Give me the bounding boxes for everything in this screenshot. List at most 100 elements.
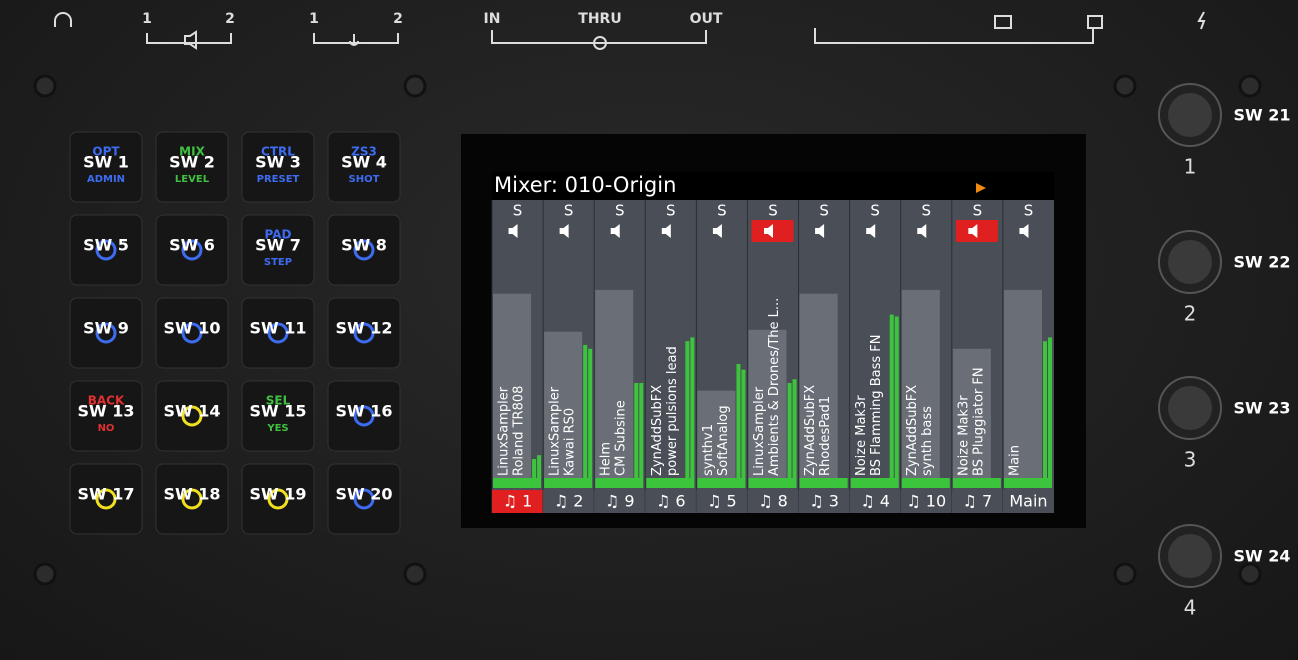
switch-label: SW 17 [77,485,134,504]
button[interactable] [69,131,143,203]
balance-bar [544,478,593,488]
channel-tab[interactable] [747,490,799,513]
button[interactable] [241,380,315,452]
button[interactable] [327,380,401,452]
channel-label: Main [1009,492,1047,511]
button[interactable] [241,214,315,286]
switch-label: SW 9 [83,319,129,338]
solo-button[interactable]: S [564,202,574,220]
level-meter [690,337,695,478]
button[interactable] [155,214,229,286]
button[interactable] [327,297,401,369]
channel-tab[interactable] [1002,490,1054,513]
engine-name: ZynAddSubFX [905,385,920,476]
button-icon [95,322,117,344]
channel-tab[interactable] [645,490,697,513]
button[interactable] [327,214,401,286]
engine-name: synthv1 [701,424,716,476]
button[interactable] [327,463,401,535]
button[interactable] [155,131,229,203]
channel-tab[interactable] [543,490,595,513]
fader [595,289,634,478]
solo-button[interactable]: S [615,202,625,220]
button-icon [181,405,203,427]
button-legend: BACK [88,394,125,408]
switch-label: SW 22 [1233,253,1290,272]
solo-button[interactable]: S [768,202,778,220]
button[interactable] [69,214,143,286]
solo-button[interactable]: S [973,202,983,220]
engine-name: Helm [599,442,614,476]
channel-tab[interactable] [849,490,901,513]
screws [33,74,1262,586]
button-icon [267,322,289,344]
balance-bar [850,478,899,488]
knob-number: 2 [1184,302,1197,326]
solo-button[interactable]: S [922,202,932,220]
engine-name: Noize Mak3r [854,395,869,476]
channel-label: ♫ 6 [656,492,686,511]
button-legend: OPT [92,145,120,159]
level-meter [741,369,746,478]
title-bar [492,172,1054,200]
speaker-icon [764,224,773,238]
button-legend: PAD [265,228,292,242]
button[interactable] [241,463,315,535]
solo-button[interactable]: S [819,202,829,220]
channel-tab[interactable] [798,490,850,513]
preset-name: CM Subsine [614,400,629,476]
channel-tab[interactable] [696,490,748,513]
button[interactable] [69,463,143,535]
button-icon [353,239,375,261]
switch-label: SW 16 [335,402,392,421]
solo-button[interactable]: S [717,202,727,220]
button[interactable] [327,131,401,203]
switch-label: SW 13 [77,402,134,421]
channel-label: ♫ 3 [809,492,839,511]
switch-label: SW 24 [1233,547,1290,566]
solo-button[interactable]: S [513,202,523,220]
fader [697,390,736,478]
solo-button[interactable]: S [666,202,676,220]
button[interactable] [241,297,315,369]
channel-label: ♫ 10 [906,492,946,511]
preset-name: power pulsions lead [665,346,680,476]
level-meter [1048,337,1052,478]
level-meter [787,383,792,478]
play-icon [976,183,986,193]
solo-button[interactable]: S [870,202,880,220]
preset-name: SoftAnalog [716,405,731,476]
channel-label: ♫ 2 [554,492,584,511]
button[interactable] [69,380,143,452]
channel-tab[interactable] [492,490,544,513]
button[interactable] [155,380,229,452]
speaker-icon [610,224,620,238]
button[interactable] [241,131,315,203]
switch-label: SW 5 [83,236,129,255]
channel-tab[interactable] [594,490,646,513]
fader [748,329,787,478]
solo-button[interactable]: S [1024,202,1034,220]
strip-label: Noize Mak3r BS Flamming Bass FN [854,335,884,476]
engine-name: Main [1007,445,1022,476]
port-label: 1 [142,11,152,27]
button[interactable] [155,463,229,535]
button[interactable] [155,297,229,369]
button[interactable] [69,297,143,369]
strip-label: ZynAddSubFX power pulsions lead [650,346,680,476]
preset-name: synth bass [920,406,935,476]
button-legend: YES [266,423,288,434]
channel-tab[interactable] [900,490,952,513]
switch-label: SW 20 [335,485,392,504]
preset-name: Ambients & Drones/The L... [767,298,782,476]
switch-label: SW 11 [249,319,306,338]
level-meter [583,345,588,478]
speaker-icon [917,224,927,238]
channel-tab[interactable] [951,490,1003,513]
switch-label: SW 7 [255,236,301,255]
knob-cap [1168,534,1212,578]
switch-label: SW 2 [169,153,215,172]
engine-name: LinuxSampler [548,386,563,476]
strip-label: synthv1 SoftAnalog [701,405,731,476]
